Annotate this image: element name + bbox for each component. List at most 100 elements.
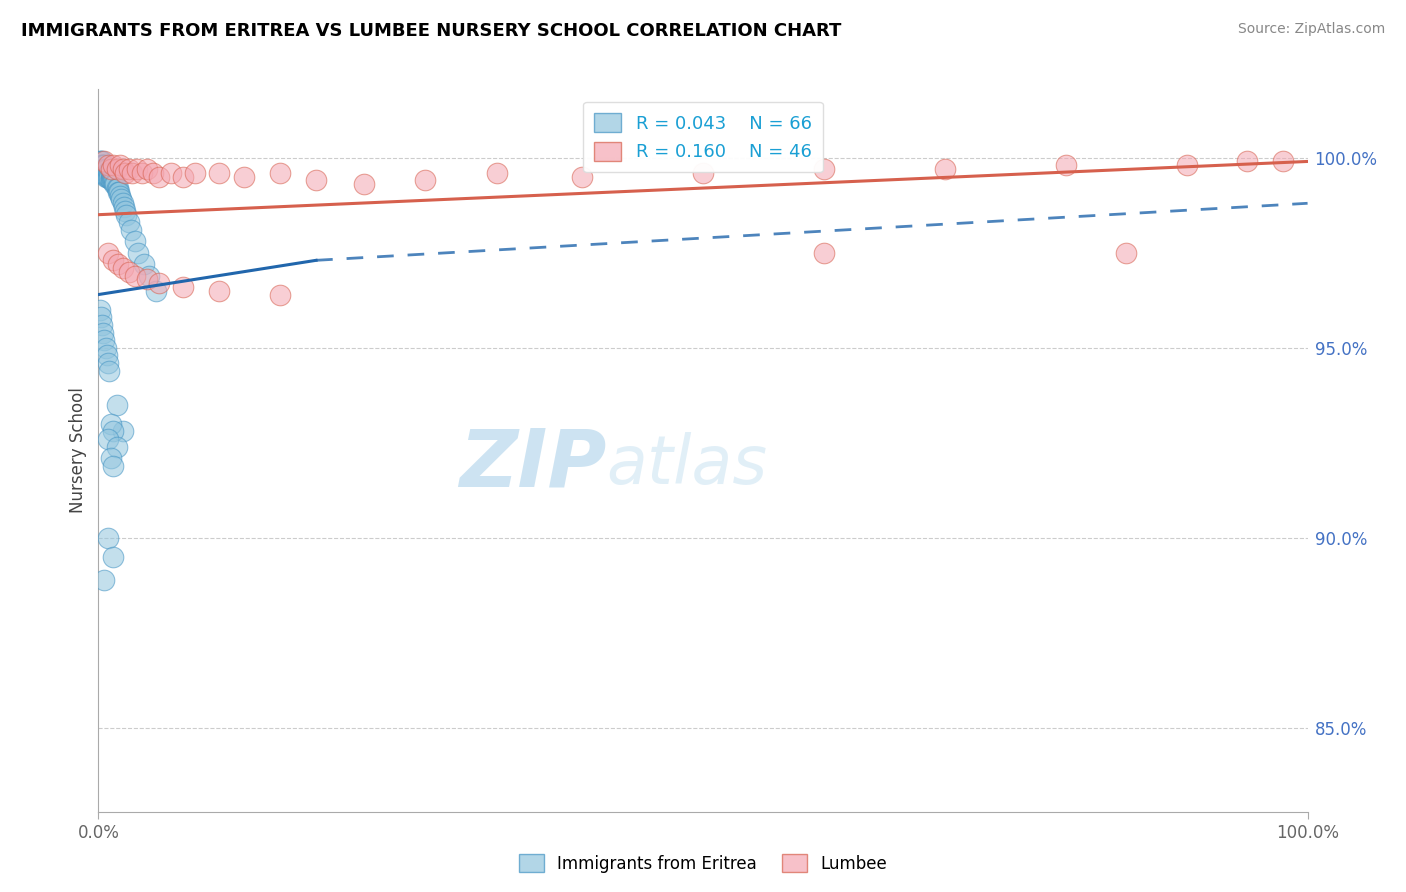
Point <box>89 162 111 177</box>
Point <box>90 166 112 180</box>
Point <box>108 158 131 172</box>
Point <box>1115 245 1137 260</box>
Point <box>100 451 122 466</box>
Point <box>127 245 149 260</box>
Point <box>111 425 134 439</box>
Point <box>135 162 157 177</box>
Point <box>172 280 194 294</box>
Point <box>91 154 114 169</box>
Point <box>100 162 122 177</box>
Point <box>108 188 131 202</box>
Point <box>107 181 129 195</box>
Legend: Immigrants from Eritrea, Lumbee: Immigrants from Eritrea, Lumbee <box>512 847 894 880</box>
Point <box>101 458 124 473</box>
Point <box>97 166 120 180</box>
Point <box>131 166 153 180</box>
Point <box>114 166 136 180</box>
Point <box>148 169 170 184</box>
Point <box>138 268 160 283</box>
Point <box>100 166 122 180</box>
Text: atlas: atlas <box>606 432 768 498</box>
Point <box>118 265 141 279</box>
Point <box>100 173 122 187</box>
Point <box>692 166 714 180</box>
Point <box>98 169 121 184</box>
Point <box>269 287 291 301</box>
Point <box>93 154 115 169</box>
Point <box>135 272 157 286</box>
Point <box>90 310 112 325</box>
Point <box>101 253 124 268</box>
Point <box>101 173 124 187</box>
Point <box>91 166 114 180</box>
Point <box>269 166 291 180</box>
Point <box>93 162 115 177</box>
Point <box>103 178 125 192</box>
Point <box>118 162 141 177</box>
Point <box>1054 158 1077 172</box>
Point <box>100 173 122 187</box>
Point <box>108 185 131 199</box>
Point <box>97 158 120 172</box>
Point <box>1236 154 1258 169</box>
Point <box>93 166 115 180</box>
Point <box>93 333 115 347</box>
Point <box>813 162 835 177</box>
Point <box>96 162 118 177</box>
Point <box>94 162 117 177</box>
Point <box>96 166 118 180</box>
Point <box>1272 154 1295 169</box>
Point <box>100 169 122 184</box>
Text: IMMIGRANTS FROM ERITREA VS LUMBEE NURSERY SCHOOL CORRELATION CHART: IMMIGRANTS FROM ERITREA VS LUMBEE NURSER… <box>21 22 841 40</box>
Point <box>145 284 167 298</box>
Point <box>813 245 835 260</box>
Point <box>571 169 593 184</box>
Point <box>91 326 114 340</box>
Point <box>93 573 115 587</box>
Point <box>112 200 135 214</box>
Point <box>353 178 375 192</box>
Point <box>89 166 111 180</box>
Point <box>107 257 129 271</box>
Point <box>208 166 231 180</box>
Point <box>105 398 128 412</box>
Point <box>127 162 149 177</box>
Point <box>105 440 128 454</box>
Point <box>90 162 112 177</box>
Point <box>105 181 128 195</box>
Point <box>90 154 112 169</box>
Point <box>1175 158 1198 172</box>
Point <box>96 169 118 184</box>
Point <box>100 169 122 184</box>
Point <box>91 162 114 177</box>
Point <box>413 173 436 187</box>
Point <box>97 356 120 370</box>
Point <box>101 549 124 564</box>
Text: ZIP: ZIP <box>458 425 606 504</box>
Point <box>101 425 124 439</box>
Point <box>97 245 120 260</box>
Point <box>104 178 127 192</box>
Point <box>89 158 111 172</box>
Point <box>97 531 120 545</box>
Point <box>91 158 114 172</box>
Point <box>90 158 112 172</box>
Point <box>124 235 146 249</box>
Point <box>91 158 114 172</box>
Point <box>114 203 136 218</box>
Point <box>94 166 117 180</box>
Point <box>103 173 125 187</box>
Point <box>105 162 128 177</box>
Point <box>208 284 231 298</box>
Point <box>121 166 143 180</box>
Point <box>160 166 183 180</box>
Point <box>96 348 118 362</box>
Point <box>94 341 117 355</box>
Point <box>120 223 142 237</box>
Point <box>97 432 120 446</box>
Point <box>142 166 165 180</box>
Point <box>118 215 141 229</box>
Point <box>111 162 134 177</box>
Point <box>148 276 170 290</box>
Point <box>124 268 146 283</box>
